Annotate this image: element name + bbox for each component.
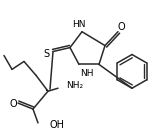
Text: S: S: [43, 48, 49, 59]
Text: HN: HN: [72, 20, 86, 29]
Text: •: •: [44, 88, 48, 93]
Text: O: O: [117, 22, 125, 32]
Text: O: O: [9, 99, 17, 109]
Text: OH: OH: [50, 120, 65, 130]
Text: NH: NH: [80, 69, 94, 78]
Text: NH₂: NH₂: [66, 81, 83, 90]
